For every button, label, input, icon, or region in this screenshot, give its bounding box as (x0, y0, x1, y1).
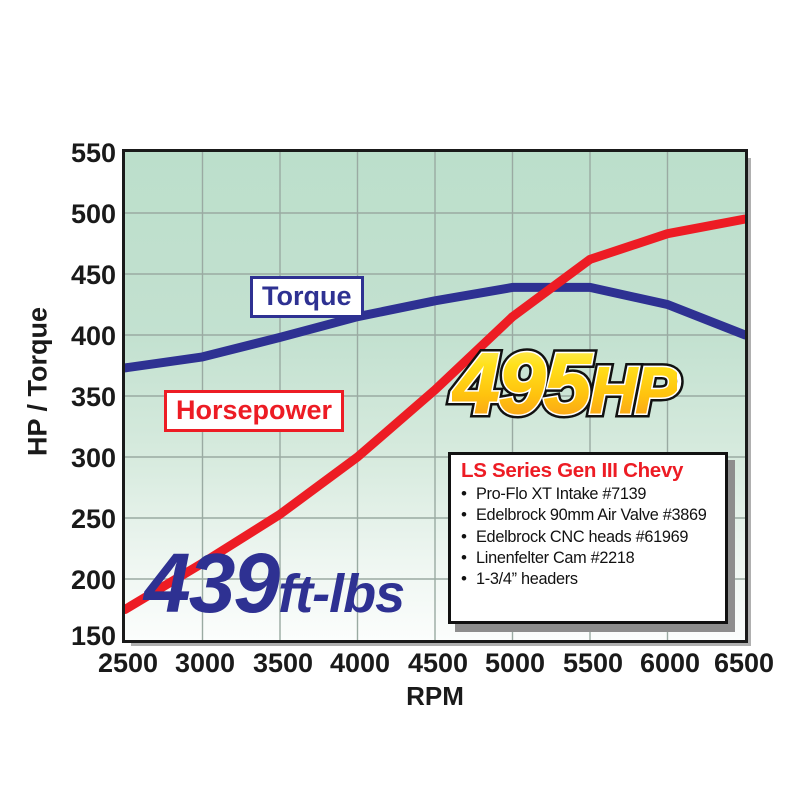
x-axis-title: RPM (406, 681, 464, 711)
data-curves (125, 214, 745, 614)
peak-torque-value: 439 (144, 536, 280, 630)
peak-hp-fill: 495HP (452, 336, 680, 432)
y-tick-250: 250 (70, 504, 116, 534)
series-label-horsepower: Horsepower (164, 390, 345, 433)
y-tick-200: 200 (70, 565, 116, 595)
x-tick-6500: 6500 (713, 648, 775, 678)
series-label-torque: Torque (250, 276, 364, 319)
torque-curve (125, 282, 745, 373)
y-tick-400: 400 (70, 321, 116, 351)
peak-hp-outline-white: 495HP (450, 339, 682, 429)
y-tick-500: 500 (70, 199, 116, 229)
horsepower-curve (125, 214, 745, 614)
x-tick-4000: 4000 (329, 648, 391, 678)
x-tick-5000: 5000 (484, 648, 546, 678)
peak-hp-outline-white-unit: HP (588, 353, 682, 427)
y-tick-450: 450 (70, 260, 116, 290)
peak-torque-callout: 439ft-lbs (144, 541, 405, 625)
peak-hp-outline-black: 495HP (448, 337, 684, 432)
spec-panel-list: Pro-Flo XT Intake #7139 Edelbrock 90mm A… (461, 483, 717, 591)
peak-hp-outline-black-value: 495 (448, 336, 596, 432)
peak-hp-value: 495 (452, 336, 592, 432)
peak-hp-unit: HP (589, 353, 680, 427)
y-axis-tick-labels: 550 500 450 400 350 300 250 200 150 (38, 0, 116, 800)
x-tick-5500: 5500 (562, 648, 624, 678)
spec-item: 1-3/4” headers (461, 568, 717, 591)
spec-panel: LS Series Gen III Chevy Pro-Flo XT Intak… (448, 452, 728, 624)
spec-item: Edelbrock 90mm Air Valve #3869 (461, 504, 717, 527)
y-tick-350: 350 (70, 382, 116, 412)
spec-item: Pro-Flo XT Intake #7139 (461, 483, 717, 506)
spec-panel-title: LS Series Gen III Chevy (461, 459, 684, 482)
spec-item: Linenfelter Cam #2218 (461, 547, 717, 570)
x-tick-6000: 6000 (639, 648, 701, 678)
x-tick-3500: 3500 (252, 648, 314, 678)
peak-torque-unit: ft-lbs (278, 564, 405, 624)
x-axis-tick-labels: 2500 3000 3500 4000 4500 5000 5500 6000 … (0, 650, 800, 690)
y-tick-150: 150 (70, 621, 116, 651)
x-tick-4500: 4500 (407, 648, 469, 678)
x-tick-3000: 3000 (174, 648, 236, 678)
y-tick-300: 300 (70, 443, 116, 473)
x-tick-2500: 2500 (97, 648, 159, 678)
peak-hp-outline-black-unit: HP (585, 353, 684, 428)
peak-hp-outline-white-value: 495 (450, 336, 593, 432)
spec-item: Edelbrock CNC heads #61969 (461, 526, 717, 549)
y-tick-550: 550 (70, 138, 116, 168)
peak-horsepower-callout: 495HP 495HP 495HP (448, 337, 684, 432)
